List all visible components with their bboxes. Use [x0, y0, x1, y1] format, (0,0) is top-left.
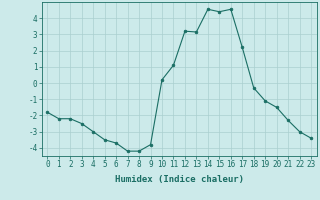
- X-axis label: Humidex (Indice chaleur): Humidex (Indice chaleur): [115, 175, 244, 184]
